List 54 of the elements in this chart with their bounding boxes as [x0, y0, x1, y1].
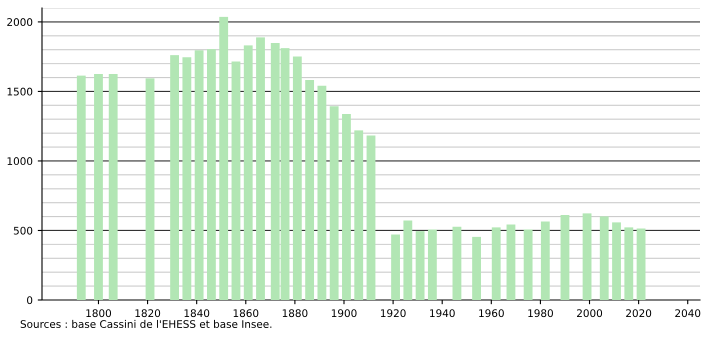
- bar: [256, 37, 265, 300]
- bar: [219, 16, 228, 300]
- bar: [612, 222, 621, 300]
- x-tick-label: 1820: [135, 309, 160, 318]
- bar: [472, 236, 481, 300]
- bar: [76, 76, 86, 300]
- bar: [232, 62, 240, 300]
- x-tick-label: 1900: [332, 309, 357, 318]
- bar: [452, 226, 462, 300]
- bar: [492, 227, 501, 300]
- bar: [108, 74, 118, 300]
- bar: [636, 228, 646, 300]
- bar: [582, 213, 592, 300]
- x-tick-label: 2020: [626, 309, 652, 318]
- x-tick-label: 2000: [577, 309, 602, 318]
- bar: [354, 130, 364, 300]
- bar: [182, 57, 192, 300]
- bar: [146, 78, 154, 300]
- bar: [305, 80, 314, 300]
- x-tick-label: 2040: [675, 309, 700, 318]
- bar: [94, 74, 103, 300]
- bar: [170, 55, 179, 300]
- bar: [600, 216, 609, 300]
- bar: [624, 227, 634, 300]
- y-tick-label: 1000: [8, 157, 32, 166]
- y-tick-label: 2000: [7, 18, 32, 26]
- bar: [560, 215, 570, 300]
- bar: [416, 231, 425, 300]
- source-note: Sources : base Cassini de l'EHESS et base Insee.: [20, 320, 272, 328]
- y-tick-label: 1500: [8, 88, 32, 96]
- bar: [330, 106, 339, 300]
- bar: [506, 224, 516, 300]
- x-tick-label: 1960: [479, 309, 504, 318]
- bar: [194, 50, 204, 300]
- x-tick-label: 1940: [430, 309, 455, 318]
- x-tick-label: 1920: [380, 309, 406, 318]
- bar: [244, 45, 253, 300]
- bar: [524, 230, 533, 300]
- bar: [366, 136, 376, 300]
- bar: [540, 221, 550, 300]
- bar: [317, 86, 326, 300]
- bar: [428, 230, 437, 300]
- bar: [391, 234, 400, 300]
- x-tick-label: 1980: [528, 309, 553, 318]
- x-tick-label: 1860: [234, 309, 258, 318]
- bar: [292, 56, 302, 300]
- y-tick-label: 0: [27, 296, 32, 304]
- bar: [206, 49, 216, 300]
- x-tick-label: 1880: [282, 309, 308, 318]
- bar: [403, 220, 412, 300]
- x-tick-label: 1800: [86, 309, 112, 318]
- y-tick-label: 500: [14, 226, 32, 235]
- x-tick-label: 1840: [184, 309, 210, 318]
- bar: [342, 114, 351, 300]
